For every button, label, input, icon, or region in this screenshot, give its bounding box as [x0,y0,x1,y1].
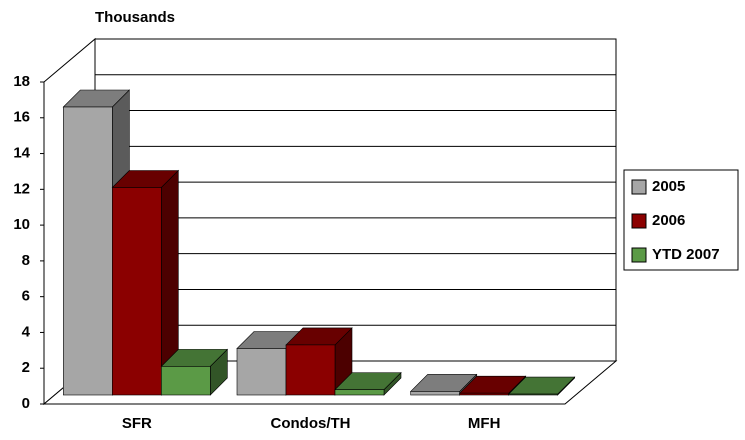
y-tick-label: 2 [22,359,30,376]
legend-swatch [631,247,647,263]
bar [236,348,287,396]
legend-label: 2006 [652,212,685,229]
bar [285,344,336,396]
y-tick-label: 10 [13,216,30,233]
y-tick-label: 18 [13,73,30,90]
legend-label: 2005 [652,178,685,195]
x-tick-label: Condos/TH [271,415,351,432]
y-tick-label: 16 [13,109,30,126]
bar [112,187,162,396]
y-tick-label: 8 [22,252,30,269]
legend-label: YTD 2007 [652,246,720,263]
bar [334,389,385,396]
bar [161,366,211,396]
x-tick-label: MFH [468,415,501,432]
y-tick-label: 4 [22,323,31,340]
y-tick-label: 0 [22,395,30,412]
y-tick-label: 14 [13,145,30,162]
legend-swatch [631,179,647,195]
bar [459,392,509,396]
chart-title: Thousands [95,9,175,26]
bar [410,391,460,396]
x-tick-label: SFR [122,415,152,432]
legend-swatch [631,213,647,229]
y-tick-label: 12 [13,180,30,197]
bar [508,393,558,396]
y-tick-label: 6 [22,288,30,305]
bar [63,106,113,396]
